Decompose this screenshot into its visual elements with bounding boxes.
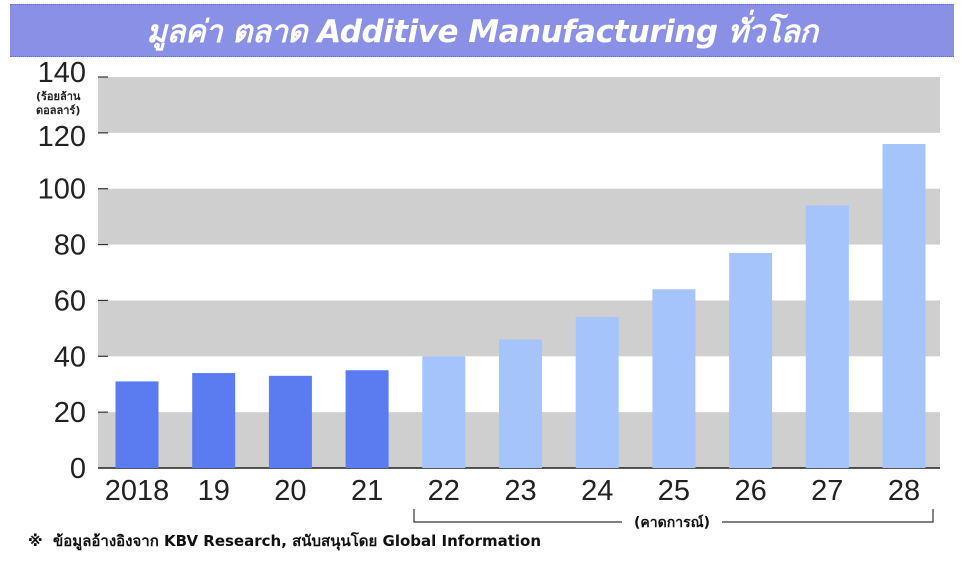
grid-band bbox=[98, 77, 940, 133]
x-tick-label: 24 bbox=[581, 475, 613, 507]
x-tick-label: 28 bbox=[888, 475, 920, 507]
x-tick-label: 2018 bbox=[105, 475, 170, 507]
bar-23 bbox=[499, 339, 542, 468]
bar-21 bbox=[345, 370, 389, 468]
y-unit-label-line1: (ร้อยล้าน bbox=[36, 90, 81, 103]
y-tick-label: 100 bbox=[38, 174, 86, 206]
y-unit-label-line2: ดอลลาร์) bbox=[36, 104, 80, 117]
y-tick-label: 140 bbox=[38, 57, 86, 89]
x-tick-label: 19 bbox=[198, 475, 230, 507]
chart-title: มูลค่า ตลาด Additive Manufacturing ทั่วโ… bbox=[146, 13, 818, 50]
bar-26 bbox=[729, 252, 773, 468]
y-tick-label: 0 bbox=[70, 453, 86, 485]
forecast-label: (คาดการณ์) bbox=[634, 514, 710, 531]
forecast-bracket-line bbox=[413, 509, 934, 523]
x-tick-label: 22 bbox=[428, 475, 460, 507]
bar-27 bbox=[805, 205, 849, 468]
bar-24 bbox=[575, 317, 619, 468]
bar-20 bbox=[268, 375, 312, 468]
source-footnote: ※ ข้อมูลอ้างอิงจาก KBV Research, สนับสนุ… bbox=[28, 529, 541, 553]
x-tick-label: 21 bbox=[351, 475, 383, 507]
source-text: ข้อมูลอ้างอิงจาก KBV Research, สนับสนุนโ… bbox=[53, 532, 542, 550]
grid-band bbox=[98, 188, 940, 245]
forecast-bracket: (คาดการณ์) bbox=[413, 509, 934, 531]
bar-25 bbox=[652, 289, 696, 468]
x-tick-label: 20 bbox=[274, 475, 306, 507]
bar-28 bbox=[882, 144, 926, 468]
bar-22 bbox=[422, 356, 466, 468]
x-tick-label: 23 bbox=[504, 475, 536, 507]
reference-mark-icon: ※ bbox=[28, 532, 43, 550]
title-banner: มูลค่า ตลาด Additive Manufacturing ทั่วโ… bbox=[10, 4, 954, 57]
y-tick-label: 60 bbox=[54, 285, 86, 317]
y-tick-label: 120 bbox=[38, 121, 86, 153]
y-tick-label: 20 bbox=[54, 397, 86, 429]
bar-19 bbox=[192, 373, 236, 468]
y-tick-label: 40 bbox=[54, 341, 86, 373]
x-tick-label: 26 bbox=[734, 475, 766, 507]
x-tick-label: 25 bbox=[658, 475, 690, 507]
bar-2018 bbox=[115, 381, 159, 468]
y-tick-label: 80 bbox=[54, 230, 86, 262]
x-tick-label: 27 bbox=[811, 475, 843, 507]
